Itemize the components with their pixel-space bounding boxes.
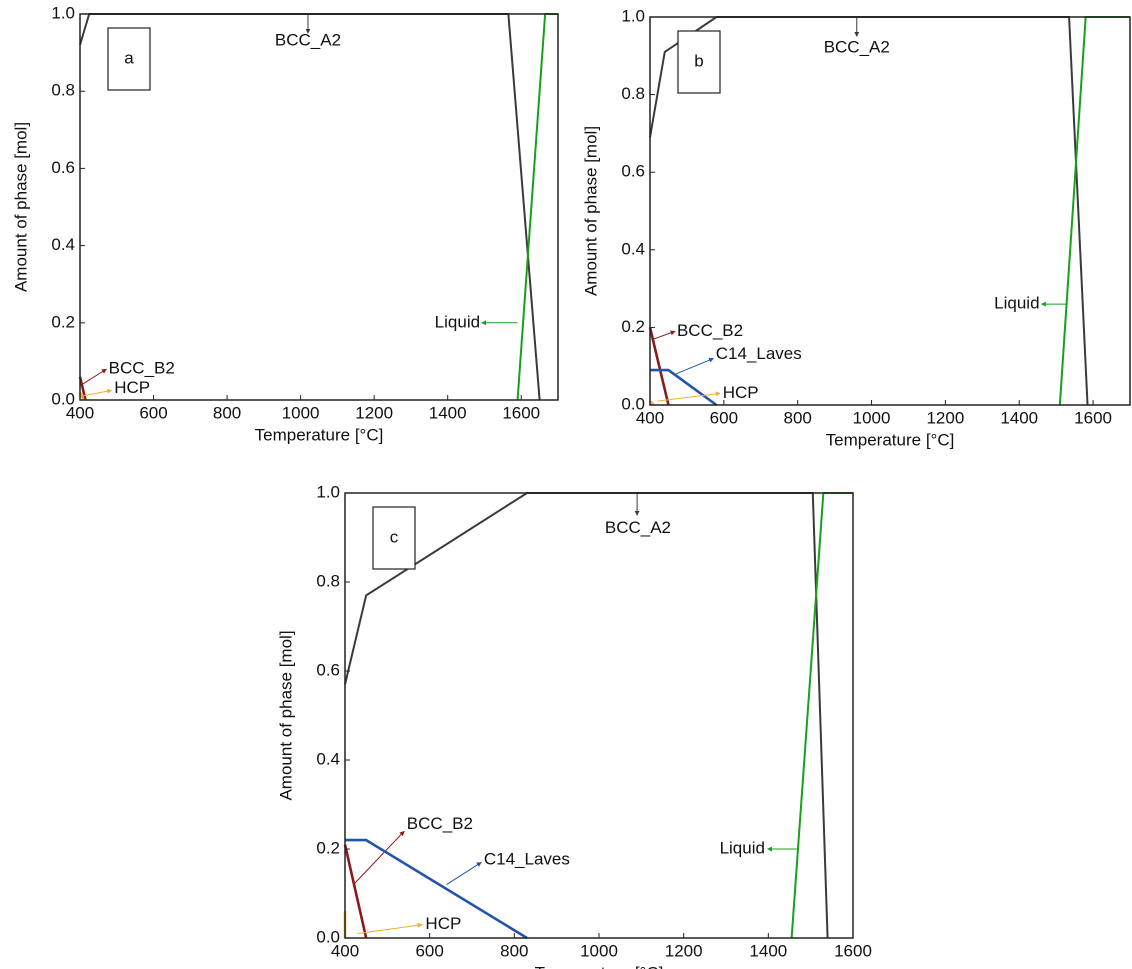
phase-label: BCC_A2 <box>605 518 671 537</box>
y-tick-label: 0.4 <box>621 239 645 258</box>
y-tick-label: 0.6 <box>316 660 340 679</box>
x-tick-label: 1000 <box>580 941 618 960</box>
x-tick-label: 400 <box>331 941 359 960</box>
phase-label: Liquid <box>994 294 1039 313</box>
annotation-arrow <box>357 922 423 935</box>
phase-label: C14_Laves <box>484 850 570 869</box>
y-tick-label: 0.2 <box>51 312 75 331</box>
phase-line <box>650 368 718 407</box>
x-tick-label: 1200 <box>665 941 703 960</box>
phase-label: HCP <box>723 383 759 402</box>
annotation-arrow <box>446 861 482 886</box>
y-tick-label: 0.0 <box>51 389 75 408</box>
panel-label: c <box>390 527 399 546</box>
x-tick-label: 1200 <box>355 403 393 422</box>
phase-label: HCP <box>425 914 461 933</box>
x-axis-label: Temperature [°C] <box>255 425 384 444</box>
y-axis-label: Amount of phase [mol] <box>581 126 600 296</box>
annotation-arrow <box>353 830 405 885</box>
phase-label: C14_Laves <box>716 344 802 363</box>
panel-label: b <box>694 51 703 70</box>
panel: BCC_A2 Liquid BCC_B2 C14_Laves HCP 400 600 800 1… <box>276 482 871 969</box>
plot-frame <box>649 16 1131 406</box>
phase-line <box>790 492 853 939</box>
phase-label: BCC_A2 <box>824 38 890 57</box>
y-tick-label: 0.6 <box>51 158 75 177</box>
y-tick-label: 0.8 <box>621 84 645 103</box>
y-tick-label: 0.2 <box>621 317 645 336</box>
x-tick-label: 400 <box>66 403 94 422</box>
x-tick-label: 1200 <box>926 408 964 427</box>
y-tick-label: 1.0 <box>621 6 645 25</box>
y-tick-label: 0.0 <box>316 927 340 946</box>
phase-label: BCC_B2 <box>677 321 743 340</box>
y-tick-label: 0.8 <box>316 571 340 590</box>
phase-label: BCC_A2 <box>275 31 341 50</box>
x-tick-label: 1000 <box>853 408 891 427</box>
y-tick-label: 1.0 <box>316 482 340 501</box>
panel-label-box <box>107 27 151 91</box>
y-tick-label: 0.0 <box>621 394 645 413</box>
x-tick-label: 1000 <box>282 403 320 422</box>
x-tick-label: 1600 <box>502 403 540 422</box>
panel-label-box <box>372 506 416 570</box>
x-tick-label: 800 <box>500 941 528 960</box>
phase-label: BCC_B2 <box>407 814 473 833</box>
annotation-arrow <box>81 368 107 385</box>
phase-line <box>648 327 670 406</box>
x-tick-label: 1400 <box>749 941 787 960</box>
annotation-arrow <box>653 330 676 340</box>
y-tick-label: 1.0 <box>51 3 75 22</box>
phase-label: HCP <box>114 378 150 397</box>
x-tick-label: 800 <box>213 403 241 422</box>
phase-line <box>345 838 528 940</box>
x-tick-label: 1400 <box>429 403 467 422</box>
x-tick-label: 600 <box>710 408 738 427</box>
x-tick-label: 800 <box>784 408 812 427</box>
x-tick-label: 1600 <box>1074 408 1112 427</box>
y-tick-label: 0.6 <box>621 162 645 181</box>
y-axis-label: Amount of phase [mol] <box>276 630 295 800</box>
x-tick-label: 400 <box>636 408 664 427</box>
panel: BCC_A2 Liquid BCC_B2 C14_Laves HCP 400 600 800 1… <box>581 6 1131 449</box>
x-axis-label: Temperature [°C] <box>535 963 664 969</box>
x-tick-label: 1600 <box>834 941 872 960</box>
phase-label: Liquid <box>720 838 765 857</box>
phase-label: BCC_B2 <box>109 359 175 378</box>
phase-line <box>343 844 368 939</box>
phase-line <box>78 376 87 401</box>
phase-label: Liquid <box>435 312 480 331</box>
y-axis-label: Amount of phase [mol] <box>11 122 30 292</box>
x-tick-label: 600 <box>139 403 167 422</box>
x-tick-label: 600 <box>415 941 443 960</box>
plot-frame <box>79 13 559 401</box>
annotation-arrow <box>81 388 113 397</box>
y-tick-label: 0.8 <box>51 81 75 100</box>
x-tick-label: 1400 <box>1000 408 1038 427</box>
phase-line <box>1058 16 1130 406</box>
panel-label: a <box>124 48 134 67</box>
annotation-arrow <box>657 391 721 402</box>
y-tick-label: 0.2 <box>316 838 340 857</box>
y-tick-label: 0.4 <box>51 235 75 254</box>
x-axis-label: Temperature [°C] <box>826 430 955 449</box>
panel-label-box <box>677 30 721 94</box>
y-tick-label: 0.4 <box>316 749 340 768</box>
annotation-arrow <box>675 357 714 375</box>
